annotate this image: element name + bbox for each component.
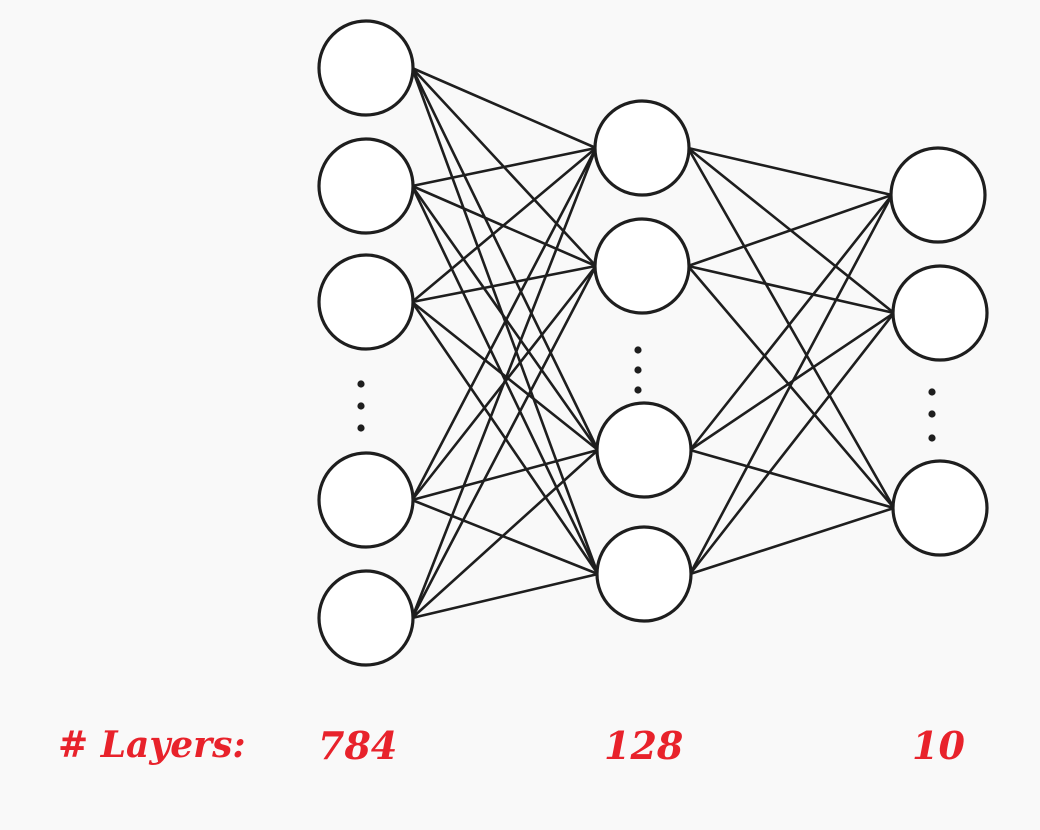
neuron-layer1-1 <box>317 19 415 117</box>
ellipsis-dot-layer2-3 <box>634 386 642 394</box>
ellipsis-dot-layer2-1 <box>634 346 642 354</box>
neuron-layer2-4 <box>595 525 693 623</box>
neuron-layer3-2 <box>891 264 989 362</box>
edge-l1-n3-to-l2-n3 <box>410 300 600 452</box>
neuron-layer1-4 <box>317 451 415 549</box>
edge-l1-n5-to-l2-n4 <box>410 572 600 620</box>
ellipsis-dot-layer3-1 <box>928 388 936 396</box>
output-layer-size: 10 <box>912 723 965 768</box>
edge-l2-n4-to-l3-n1 <box>688 193 894 576</box>
edge-l1-n2-to-l2-n1 <box>410 146 598 188</box>
neuron-layer1-3 <box>317 253 415 351</box>
edge-l1-n5-to-l2-n2 <box>410 264 598 620</box>
layers-label: # Layers: <box>58 724 246 766</box>
neuron-layer1-2 <box>317 137 415 235</box>
edge-l1-n1-to-l2-n3 <box>410 66 600 452</box>
edge-l1-n4-to-l2-n3 <box>410 448 600 502</box>
edge-l2-n1-to-l3-n1 <box>686 146 894 197</box>
edge-l1-n4-to-l2-n4 <box>410 498 600 576</box>
ellipsis-markers <box>357 346 936 442</box>
hidden-layer-size: 128 <box>604 723 684 768</box>
edge-l1-n4-to-l2-n1 <box>410 146 598 502</box>
edge-l1-n3-to-l2-n1 <box>410 146 598 304</box>
edge-l1-n5-to-l2-n3 <box>410 448 600 620</box>
edge-l2-n2-to-l3-n1 <box>686 193 894 268</box>
edge-l1-n3-to-l2-n2 <box>410 264 598 304</box>
neuron-layer2-3 <box>595 401 693 499</box>
neuron-layer1-5 <box>317 569 415 667</box>
edge-l1-n5-to-l2-n1 <box>410 146 598 620</box>
edge-l2-n3-to-l3-n1 <box>688 193 894 452</box>
ellipsis-dot-layer2-2 <box>634 366 642 374</box>
connections <box>410 66 896 620</box>
neuron-layer3-3 <box>891 459 989 557</box>
ellipsis-dot-layer1-1 <box>357 380 365 388</box>
edge-l2-n2-to-l3-n2 <box>686 264 896 315</box>
edge-l2-n4-to-l3-n3 <box>688 506 896 576</box>
ellipsis-dot-layer1-2 <box>357 402 365 410</box>
edge-l2-n1-to-l3-n3 <box>686 146 896 510</box>
ellipsis-dot-layer3-3 <box>928 434 936 442</box>
neuron-layer2-2 <box>593 217 691 315</box>
edge-l2-n3-to-l3-n3 <box>688 448 896 510</box>
ellipsis-dot-layer3-2 <box>928 410 936 418</box>
edge-l1-n1-to-l2-n1 <box>410 66 598 150</box>
neuron-layer3-1 <box>889 146 987 244</box>
ellipsis-dot-layer1-3 <box>357 424 365 432</box>
neuron-layer2-1 <box>593 99 691 197</box>
neurons <box>317 19 989 667</box>
input-layer-size: 784 <box>318 723 398 768</box>
edge-l1-n2-to-l2-n3 <box>410 184 600 452</box>
edge-l2-n4-to-l3-n2 <box>688 311 896 576</box>
